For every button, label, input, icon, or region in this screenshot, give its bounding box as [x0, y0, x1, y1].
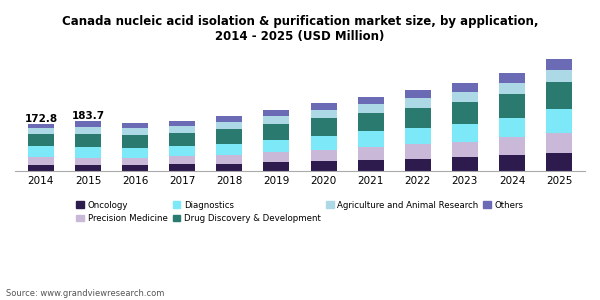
Bar [75, 121, 101, 127]
Bar [169, 146, 195, 156]
Bar [358, 131, 383, 147]
Bar [75, 158, 101, 166]
Bar [122, 158, 148, 165]
Bar [169, 133, 195, 146]
Bar [452, 83, 478, 92]
Bar [28, 134, 54, 146]
Bar [358, 97, 383, 104]
Bar [122, 148, 148, 158]
Bar [405, 145, 431, 159]
Bar [28, 157, 54, 165]
Bar [405, 159, 431, 171]
Bar [28, 165, 54, 171]
Bar [452, 102, 478, 124]
Bar [311, 136, 337, 150]
Bar [546, 82, 572, 109]
Bar [28, 146, 54, 157]
Bar [217, 164, 242, 171]
Bar [499, 137, 525, 155]
Bar [217, 122, 242, 129]
Bar [75, 166, 101, 171]
Bar [311, 118, 337, 136]
Bar [452, 124, 478, 142]
Bar [311, 110, 337, 118]
Bar [452, 142, 478, 157]
Bar [358, 160, 383, 171]
Bar [75, 134, 101, 148]
Bar [122, 128, 148, 135]
Bar [263, 163, 289, 171]
Text: 183.7: 183.7 [71, 110, 104, 121]
Bar [499, 155, 525, 171]
Bar [311, 150, 337, 161]
Bar [546, 133, 572, 153]
Bar [122, 165, 148, 171]
Bar [452, 157, 478, 171]
Bar [405, 128, 431, 145]
Text: Source: www.grandviewresearch.com: Source: www.grandviewresearch.com [6, 290, 164, 298]
Bar [405, 90, 431, 98]
Bar [263, 152, 289, 163]
Bar [122, 123, 148, 128]
Bar [452, 92, 478, 102]
Bar [169, 156, 195, 164]
Bar [28, 124, 54, 128]
Bar [499, 74, 525, 83]
Bar [75, 127, 101, 134]
Title: Canada nucleic acid isolation & purification market size, by application,
2014 -: Canada nucleic acid isolation & purifica… [62, 15, 538, 43]
Bar [28, 128, 54, 134]
Bar [358, 147, 383, 160]
Bar [169, 164, 195, 171]
Bar [405, 108, 431, 128]
Bar [263, 124, 289, 140]
Bar [169, 121, 195, 126]
Legend: Oncology, Precision Medicine, Diagnostics, Drug Discovery & Development, Agricul: Oncology, Precision Medicine, Diagnostic… [73, 197, 527, 226]
Bar [546, 109, 572, 133]
Bar [263, 110, 289, 116]
Bar [546, 59, 572, 70]
Bar [546, 153, 572, 171]
Bar [75, 148, 101, 158]
Bar [217, 129, 242, 144]
Bar [263, 140, 289, 152]
Bar [217, 144, 242, 154]
Bar [122, 135, 148, 148]
Bar [499, 118, 525, 137]
Bar [263, 116, 289, 124]
Bar [311, 161, 337, 171]
Bar [405, 98, 431, 108]
Bar [169, 126, 195, 133]
Bar [217, 116, 242, 122]
Bar [499, 94, 525, 118]
Text: 172.8: 172.8 [25, 113, 58, 124]
Bar [546, 70, 572, 82]
Bar [499, 83, 525, 94]
Bar [358, 104, 383, 113]
Bar [311, 103, 337, 110]
Bar [217, 154, 242, 164]
Bar [358, 113, 383, 131]
